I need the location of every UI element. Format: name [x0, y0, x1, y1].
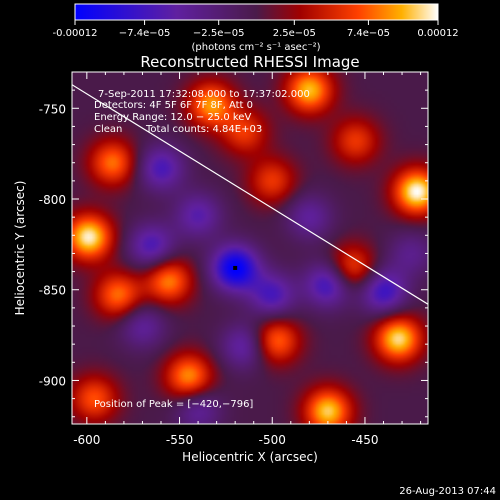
- colorbar: [74, 3, 439, 21]
- y-tick-label: -900: [39, 374, 66, 388]
- colorbar-tick-label: 7.4e−05: [347, 28, 390, 39]
- colorbar-units: (photons cm⁻² s⁻¹ asec⁻²): [191, 42, 320, 53]
- colorbar-tick-label: −2.5e−05: [193, 28, 245, 39]
- x-tick-label: -600: [73, 433, 100, 447]
- detectors-label: Detectors: 4F 5F 6F 7F 8F, Att 0: [94, 100, 253, 111]
- x-tick-label: -450: [351, 433, 378, 447]
- x-axis-ticks: -600 -550 -500 -450: [73, 72, 422, 447]
- peak-marker: [233, 265, 238, 270]
- x-axis-label: Heliocentric X (arcsec): [182, 450, 318, 464]
- method-label: Clean: [94, 124, 122, 135]
- solar-limb-line: [72, 84, 428, 305]
- y-tick-label: -850: [39, 284, 66, 298]
- x-tick-label: -550: [166, 433, 193, 447]
- time-range-label: 7-Sep-2011 17:32:08.000 to 17:37:02.000: [98, 89, 310, 100]
- y-axis-label: Heliocentric Y (arcsec): [13, 181, 27, 316]
- chart-title: Reconstructed RHESSI Image: [140, 53, 359, 71]
- colorbar-tick-label: 2.5e−05: [273, 28, 316, 39]
- colorbar-tick-label: -0.00012: [53, 28, 98, 39]
- colorbar-tick-labels: -0.00012 −7.4e−05 −2.5e−05 2.5e−05 7.4e−05 0.…: [53, 28, 459, 39]
- total-counts-label: Total counts: 4.84E+03: [145, 124, 262, 135]
- heatmap-image: [72, 72, 428, 424]
- y-tick-label: -750: [39, 102, 66, 116]
- colorbar-tick-label: 0.00012: [417, 28, 458, 39]
- generated-timestamp: 26-Aug-2013 07:44: [399, 486, 496, 497]
- x-tick-label: -500: [259, 433, 286, 447]
- colorbar-tick-label: −7.4e−05: [119, 28, 171, 39]
- y-tick-label: -800: [39, 193, 66, 207]
- y-axis-ticks: -750 -800 -850 -900: [39, 71, 428, 418]
- energy-range-label: Energy Range: 12.0 − 25.0 keV: [94, 112, 251, 123]
- colorbar-ticks: [74, 20, 439, 25]
- plot-frame: [71, 71, 429, 425]
- peak-position-label: Position of Peak = [−420,−796]: [94, 399, 253, 410]
